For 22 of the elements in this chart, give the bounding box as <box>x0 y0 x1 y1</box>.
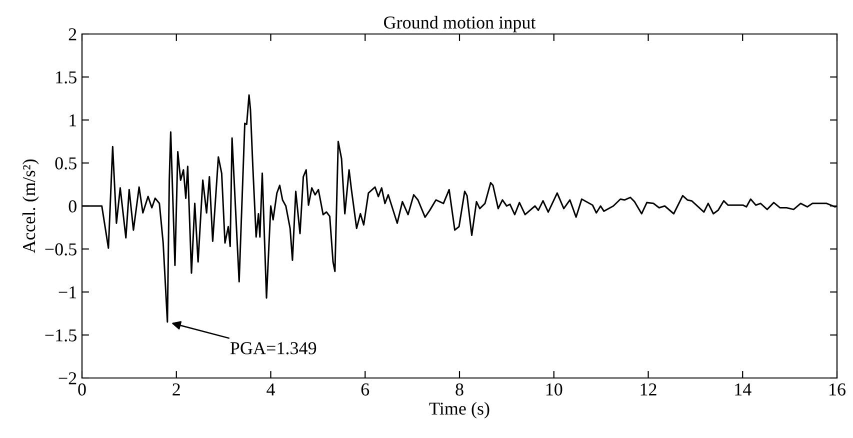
x-tick-label: 10 <box>546 383 562 396</box>
x-tick-label: 16 <box>830 383 846 396</box>
y-tick-label: 0.5 <box>55 157 76 170</box>
x-axis-title: Time (s) <box>429 402 490 418</box>
y-tick-label: 1.5 <box>56 71 76 84</box>
x-tick-label: 6 <box>361 383 370 396</box>
y-axis-title: Accel. (m/s²) <box>22 159 39 254</box>
x-tick-label: 0 <box>78 383 86 396</box>
annotation: PGA=1.349 <box>230 342 316 354</box>
y-tick-label: 0 <box>68 200 76 212</box>
chart-title: Ground motion input <box>384 16 536 32</box>
x-tick-label: 14 <box>735 383 752 396</box>
x-tick-label: 4 <box>266 384 275 396</box>
y-tick-label: −1 <box>58 286 76 298</box>
y-tick-label: −1.5 <box>45 329 76 342</box>
y-tick-label: −2 <box>58 372 76 384</box>
x-tick-label: 12 <box>640 383 656 396</box>
x-tick-label: 8 <box>456 383 464 396</box>
y-tick-label: 1 <box>70 114 76 126</box>
x-tick-label: 2 <box>172 383 180 396</box>
y-tick-label: 2 <box>68 28 76 40</box>
y-tick-label: −0.5 <box>45 243 76 256</box>
